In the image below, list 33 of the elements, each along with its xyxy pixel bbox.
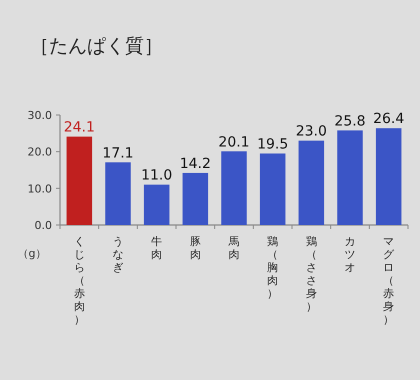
bar [376,128,402,225]
data-label: 14.2 [180,156,211,172]
bar [105,162,131,225]
data-label: 23.0 [296,124,327,140]
y-tick-label: 10.0 [28,182,52,196]
x-tick-label: 鶏（ささ身） [306,235,317,313]
x-tick-label: うなぎ [112,235,124,274]
x-tick-label: 豚肉 [190,235,201,261]
x-tick-label: 鶏（胸肉） [267,235,278,300]
data-label: 26.4 [373,111,404,128]
y-tick-label: 0.0 [34,219,52,232]
data-label: 20.1 [218,134,250,150]
data-label: 17.1 [102,145,134,162]
x-tick-label: マグロ（赤身） [383,235,396,326]
x-tick-label: 牛肉 [151,235,162,261]
bar [260,154,286,225]
y-tick-label: 30.0 [28,109,52,122]
x-tick-label: くじら（赤肉） [74,235,85,326]
bar [144,184,170,225]
data-label: 24.1 [64,120,95,136]
bar [66,136,92,225]
data-label: 19.5 [257,136,288,152]
bar [182,172,208,225]
x-tick-label: カツオ [344,235,356,274]
bar [298,140,324,225]
y-axis-title: （g） [18,247,46,260]
bar [337,130,363,225]
chart-title: ［たんぱく質］ [30,35,163,57]
bar [221,151,247,225]
x-tick-label: 馬肉 [228,235,240,261]
data-label: 25.8 [334,113,366,130]
y-tick-label: 20.0 [28,146,52,159]
data-label: 11.0 [141,168,172,184]
